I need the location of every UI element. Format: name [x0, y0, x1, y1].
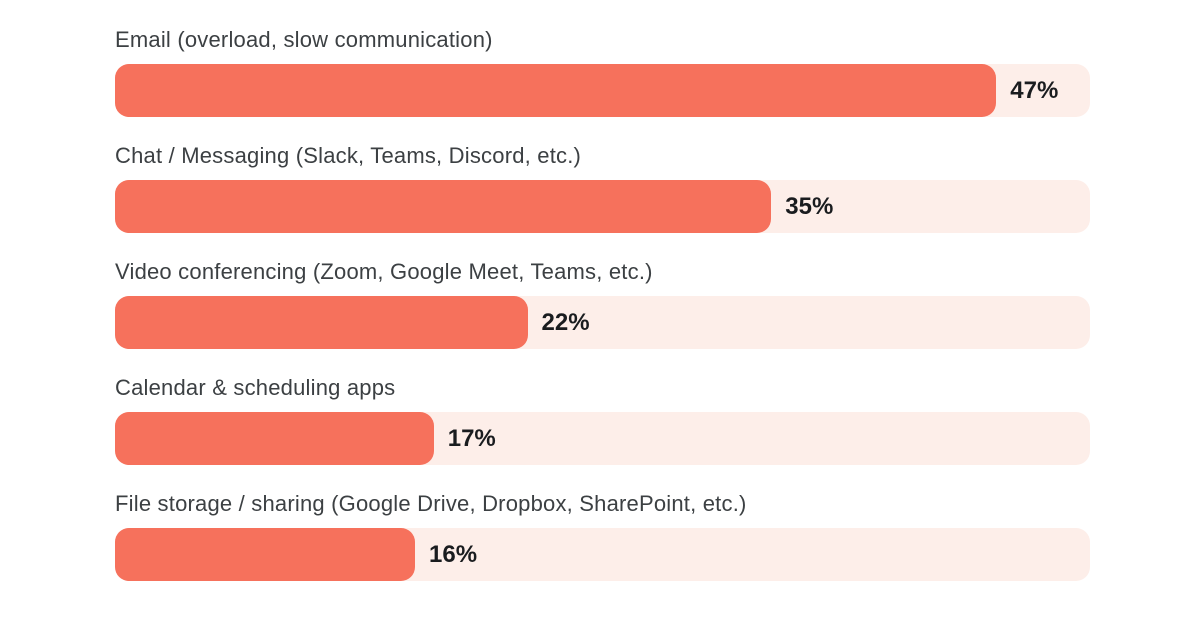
value-label: 35%	[785, 192, 834, 220]
category-label: File storage / sharing (Google Drive, Dr…	[115, 491, 747, 516]
category-label: Video conferencing (Zoom, Google Meet, T…	[115, 259, 653, 284]
bar-fill	[115, 64, 997, 117]
value-label: 17%	[447, 424, 496, 452]
bar-fill	[115, 528, 415, 581]
bar-fill	[115, 180, 772, 233]
bar-row-video-conferencing: Video conferencing (Zoom, Google Meet, T…	[115, 260, 1090, 349]
category-label: Email (overload, slow communication)	[115, 27, 493, 52]
value-label: 22%	[541, 308, 590, 336]
horizontal-bar-chart: Email (overload, slow communication) 47%…	[115, 28, 1090, 608]
bar-row-calendar-scheduling: Calendar & scheduling apps 17%	[115, 376, 1090, 465]
bar-fill	[115, 296, 528, 349]
bar-track: 22%	[115, 296, 1090, 349]
value-label: 47%	[1010, 76, 1059, 104]
value-label: 16%	[429, 540, 478, 568]
bar-track: 47%	[115, 64, 1090, 117]
category-label: Chat / Messaging (Slack, Teams, Discord,…	[115, 143, 582, 168]
bar-row-chat-messaging: Chat / Messaging (Slack, Teams, Discord,…	[115, 144, 1090, 233]
bar-track: 17%	[115, 412, 1090, 465]
bar-fill	[115, 412, 434, 465]
bar-track: 35%	[115, 180, 1090, 233]
bar-row-email: Email (overload, slow communication) 47%	[115, 28, 1090, 117]
category-label: Calendar & scheduling apps	[115, 375, 396, 400]
bar-track: 16%	[115, 528, 1090, 581]
bar-row-file-storage: File storage / sharing (Google Drive, Dr…	[115, 492, 1090, 581]
